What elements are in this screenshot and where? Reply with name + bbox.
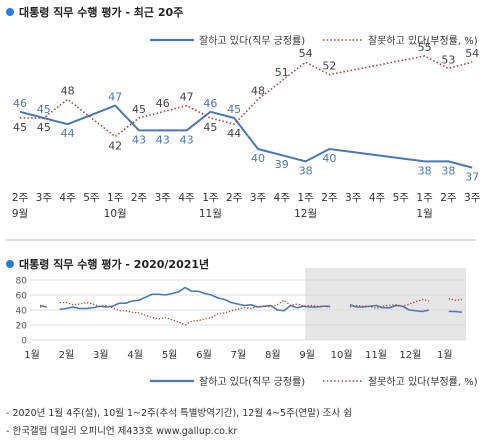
data-label-negative: 52	[322, 60, 336, 73]
data-label-negative: 42	[108, 140, 122, 153]
data-label-positive: 46	[203, 97, 217, 110]
data-label-negative: 53	[441, 53, 455, 66]
data-label-positive: 40	[322, 152, 336, 165]
x-tick-label: 3월	[93, 349, 109, 361]
series-line-negative	[59, 299, 331, 326]
data-label-negative: 46	[156, 97, 170, 110]
x-tick-label: 1주	[297, 192, 314, 204]
series-line-positive	[19, 104, 473, 169]
legend-label-positive: 잘하고 있다(직무 긍정률)	[199, 375, 305, 388]
footnote-source: - 한국갤럽 데일리 오피니언 제433호 www.gallup.co.kr	[6, 426, 238, 437]
x-tick-label: 3주	[345, 192, 362, 204]
data-label-negative: 55	[418, 41, 432, 54]
data-label-positive: 39	[275, 158, 289, 171]
x-tick-label: 2주	[321, 192, 338, 204]
x-tick-label: 1주	[202, 192, 219, 204]
x-tick-label: 4주	[59, 192, 76, 204]
x-group-label: 10월	[104, 208, 127, 220]
y-tick-label: 80	[16, 277, 28, 287]
x-group-label: 11월	[199, 208, 222, 220]
y-tick-label: 20	[16, 322, 28, 332]
x-tick-label: 3주	[36, 192, 53, 204]
x-tick-label: 3주	[155, 192, 172, 204]
y-tick-label: 40	[16, 307, 28, 317]
data-label-negative: 51	[275, 66, 289, 79]
x-tick-label: 4월	[127, 349, 143, 361]
series-line-negative	[448, 298, 463, 301]
x-tick-label: 10월	[331, 349, 353, 361]
data-label-positive: 43	[156, 133, 170, 146]
x-tick-label: 2월	[59, 349, 75, 361]
data-label-negative: 48	[251, 84, 265, 97]
x-tick-label: 2주	[131, 192, 148, 204]
x-group-label: 9월	[12, 208, 28, 220]
chart1-title: 대통령 직무 수행 평가 - 최근 20주	[6, 4, 183, 20]
x-tick-label: 7월	[231, 349, 247, 361]
x-tick-label: 1월	[24, 349, 40, 361]
x-tick-label: 9월	[299, 349, 315, 361]
x-tick-label: 1주	[107, 192, 124, 204]
x-tick-label: 4주	[274, 192, 291, 204]
series-line-positive	[349, 303, 430, 313]
bullet-dot-icon	[6, 260, 14, 268]
x-tick-label: 11월	[365, 349, 387, 361]
data-label-positive: 47	[108, 91, 122, 104]
data-label-negative: 45	[37, 121, 51, 134]
legend-label-negative: 잘못하고 있다(부정률, %)	[368, 375, 478, 388]
y-tick-label: 60	[16, 292, 28, 302]
series-line-negative	[349, 298, 430, 310]
series-line-positive	[59, 286, 331, 312]
x-tick-label: 3주	[250, 192, 267, 204]
x-tick-label: 6월	[196, 349, 212, 361]
legend-label-negative: 잘못하고 있다(부정률, %)	[368, 34, 478, 47]
x-tick-label: 4주	[369, 192, 386, 204]
x-tick-label: 8월	[265, 349, 281, 361]
data-label-positive: 43	[132, 133, 146, 146]
y-tick-label: 0	[21, 337, 27, 347]
x-tick-label: 1월	[437, 349, 453, 361]
data-label-positive: 46	[13, 97, 27, 110]
data-label-positive: 37	[465, 171, 479, 184]
shaded-period	[305, 268, 466, 340]
data-label-negative: 45	[132, 103, 146, 116]
x-tick-label: 2주	[440, 192, 457, 204]
x-tick-label: 5주	[83, 192, 100, 204]
data-label-negative: 44	[227, 127, 241, 140]
series-line-positive	[39, 304, 47, 308]
data-label-negative: 45	[203, 121, 217, 134]
data-label-positive: 38	[299, 164, 313, 177]
data-label-positive: 40	[251, 152, 265, 165]
x-tick-label: 3주	[464, 192, 481, 204]
series-line-negative	[39, 305, 47, 308]
x-tick-label: 1주	[416, 192, 433, 204]
data-label-positive: 45	[37, 103, 51, 116]
footnote-schedule: - 2020년 1월 4주(설), 10월 1~2주(추석 특별방역기간), 1…	[6, 408, 352, 419]
x-tick-label: 2주	[226, 192, 243, 204]
chart2-title: 대통령 직무 수행 평가 - 2020/2021년	[6, 256, 209, 272]
data-label-positive: 44	[61, 127, 75, 140]
data-label-negative: 54	[299, 47, 313, 60]
data-label-negative: 45	[13, 121, 27, 134]
x-tick-label: 5월	[162, 349, 178, 361]
data-label-positive: 38	[441, 164, 455, 177]
x-group-label: 12월	[294, 208, 317, 220]
legend-label-positive: 잘하고 있다(직무 긍정률)	[199, 34, 305, 47]
data-label-positive: 43	[180, 133, 194, 146]
data-label-negative: 54	[465, 47, 479, 60]
bullet-dot-icon	[6, 8, 14, 16]
x-tick-label: 12월	[399, 349, 421, 361]
data-label-negative: 48	[61, 84, 75, 97]
x-tick-label: 5주	[393, 192, 410, 204]
data-label-positive: 45	[227, 103, 241, 116]
chart1-plot: 잘하고 있다(직무 긍정률) 잘못하고 있다(부정률, %) 46 45 44 47 43 4…	[6, 34, 481, 241]
series-line-negative	[20, 55, 473, 138]
x-group-label: 1월	[416, 208, 432, 220]
series-line-positive	[448, 310, 463, 314]
x-tick-label: 2주	[12, 192, 29, 204]
x-tick-label: 4주	[178, 192, 195, 204]
data-label-positive: 38	[418, 164, 432, 177]
data-label-negative: 47	[180, 91, 194, 104]
